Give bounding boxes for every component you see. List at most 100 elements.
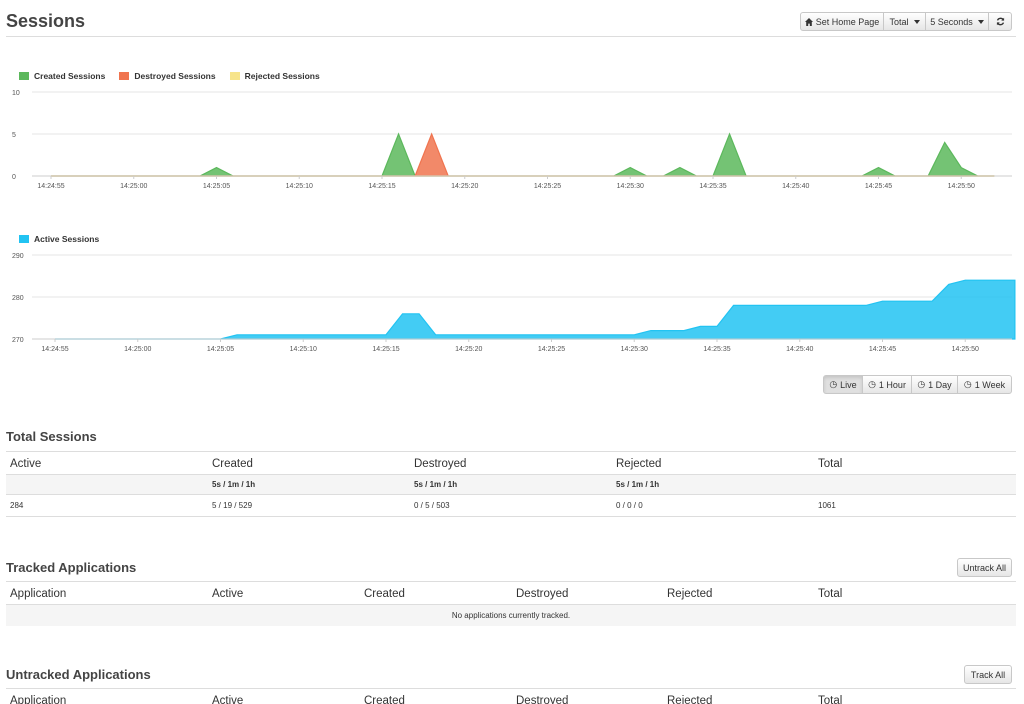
table-header-row: Application Active Created Destroyed Rej… [6, 581, 1016, 605]
untracked-applications-table: Application Active Created Destroyed Rej… [6, 688, 1016, 704]
column-header: Created [208, 451, 410, 475]
column-header: Rejected [612, 451, 814, 475]
x-tick-label: 14:25:10 [286, 183, 313, 190]
table-cell [6, 474, 208, 495]
track-all-button[interactable]: Track All [964, 665, 1012, 684]
x-tick-label: 14:25:05 [203, 183, 230, 190]
clock-icon: ◷ [868, 379, 876, 389]
y-tick-label: 10 [12, 90, 20, 97]
home-icon [804, 17, 813, 26]
x-tick-label: 14:24:55 [37, 183, 64, 190]
untracked-applications-title: Untracked Applications [6, 667, 151, 682]
range-1-day-button[interactable]: ◷ 1 Day [911, 375, 958, 394]
range-1-day-label: 1 Day [928, 379, 952, 390]
table-subheader-row: 5s / 1m / 1h 5s / 1m / 1h 5s / 1m / 1h [6, 474, 1016, 495]
x-tick-label: 14:25:50 [952, 346, 979, 353]
x-tick-label: 14:25:30 [621, 346, 648, 353]
total-sessions-table: Active Created Destroyed Rejected Total … [6, 451, 1016, 517]
x-tick-label: 14:25:20 [455, 346, 482, 353]
caret-down-icon [977, 19, 984, 24]
column-header: Total [814, 451, 1016, 475]
y-tick-label: 280 [12, 295, 24, 302]
legend-swatch-destroyed [119, 72, 130, 80]
table-cell: 0 / 0 / 0 [612, 494, 814, 517]
column-header: Created [360, 581, 512, 605]
refresh-icon [996, 17, 1004, 26]
active-chart-legend: Active Sessions [19, 234, 99, 244]
sessions-chart-legend: Created Sessions Destroyed Sessions Reje… [19, 71, 320, 81]
range-1-week-label: 1 Week [974, 379, 1006, 390]
table-cell: 5s / 1m / 1h [208, 474, 410, 495]
table-cell: 0 / 5 / 503 [410, 494, 612, 517]
table-header-row: Application Active Created Destroyed Rej… [6, 688, 1016, 704]
set-home-page-label: Set Home Page [815, 16, 880, 27]
legend-item-destroyed[interactable]: Destroyed Sessions [119, 71, 216, 81]
tracked-applications-title: Tracked Applications [6, 560, 137, 575]
total-dropdown[interactable]: Total [883, 12, 926, 31]
interval-dropdown-label: 5 Seconds [930, 16, 973, 27]
set-home-page-button[interactable]: Set Home Page [800, 12, 884, 31]
interval-dropdown[interactable]: 5 Seconds [925, 12, 989, 31]
column-header: Active [208, 688, 360, 704]
x-tick-label: 14:25:35 [699, 183, 726, 190]
x-tick-label: 14:25:45 [865, 183, 892, 190]
column-header: Destroyed [512, 581, 663, 605]
x-tick-label: 14:25:30 [617, 183, 644, 190]
empty-row: No applications currently tracked. [6, 604, 1016, 626]
range-live-button[interactable]: ◷ Live [823, 375, 863, 394]
active-sessions-chart: 270 280 290 14:24:55 14:25:00 14:25:05 14:25:1… [12, 253, 1016, 353]
clock-icon: ◷ [917, 379, 926, 389]
column-header: Total [814, 688, 1016, 704]
y-tick-label: 0 [12, 174, 16, 181]
x-tick-label: 14:25:20 [451, 183, 478, 190]
range-1-week-button[interactable]: ◷ 1 Week [957, 375, 1012, 394]
y-tick-label: 290 [12, 253, 24, 260]
x-tick-label: 14:25:40 [786, 346, 813, 353]
column-header: Total [814, 581, 1016, 605]
legend-label-active: Active Sessions [34, 234, 100, 244]
legend-item-active[interactable]: Active Sessions [19, 234, 99, 244]
refresh-button[interactable] [988, 12, 1012, 31]
series-area-active-sessions [55, 279, 1016, 340]
x-tick-label: 14:25:50 [948, 183, 975, 190]
page-header: Sessions Set Home Page Total 5 Seconds [0, 0, 1024, 38]
x-tick-label: 14:25:00 [120, 183, 147, 190]
clock-icon: ◷ [963, 379, 972, 389]
column-header: Rejected [663, 688, 814, 704]
table-cell: 1061 [814, 494, 1016, 517]
legend-item-rejected[interactable]: Rejected Sessions [229, 71, 320, 81]
x-tick-label: 14:25:45 [869, 346, 896, 353]
x-tick-label: 14:25:25 [534, 183, 561, 190]
total-sessions-title: Total Sessions [6, 429, 97, 444]
empty-message: No applications currently tracked. [6, 604, 1016, 626]
x-tick-label: 14:25:15 [368, 183, 395, 190]
series-area-destroyed-sessions [51, 132, 995, 177]
x-tick-label: 14:25:05 [207, 346, 234, 353]
total-dropdown-label: Total [889, 16, 909, 27]
x-tick-label: 14:24:55 [41, 346, 68, 353]
caret-down-icon [913, 19, 920, 24]
x-tick-label: 14:25:00 [124, 346, 151, 353]
y-tick-label: 5 [12, 132, 16, 139]
table-cell [814, 474, 1016, 495]
legend-swatch-active [19, 235, 29, 243]
column-header: Created [360, 688, 512, 704]
range-1-hour-button[interactable]: ◷ 1 Hour [862, 375, 912, 394]
table-cell: 284 [6, 494, 208, 517]
page-title: Sessions [6, 11, 86, 31]
sessions-chart: 0 5 10 14:24:55 14:25:00 14:25:05 14:25:10 14:2… [12, 90, 1012, 190]
range-live-label: Live [840, 379, 857, 390]
untrack-all-button[interactable]: Untrack All [957, 558, 1012, 577]
column-header: Rejected [663, 581, 814, 605]
legend-swatch-created [19, 72, 29, 80]
header-divider [6, 36, 1016, 37]
table-row: 284 5 / 19 / 529 0 / 5 / 503 0 / 0 / 0 1… [6, 494, 1016, 517]
legend-swatch-rejected [229, 72, 240, 80]
table-cell: 5 / 19 / 529 [208, 494, 410, 517]
column-header: Active [208, 581, 360, 605]
clock-icon: ◷ [829, 379, 838, 389]
x-tick-label: 14:25:25 [538, 346, 565, 353]
legend-label-rejected: Rejected Sessions [244, 71, 320, 81]
tracked-applications-table: Application Active Created Destroyed Rej… [6, 581, 1016, 626]
legend-item-created[interactable]: Created Sessions [19, 71, 105, 81]
